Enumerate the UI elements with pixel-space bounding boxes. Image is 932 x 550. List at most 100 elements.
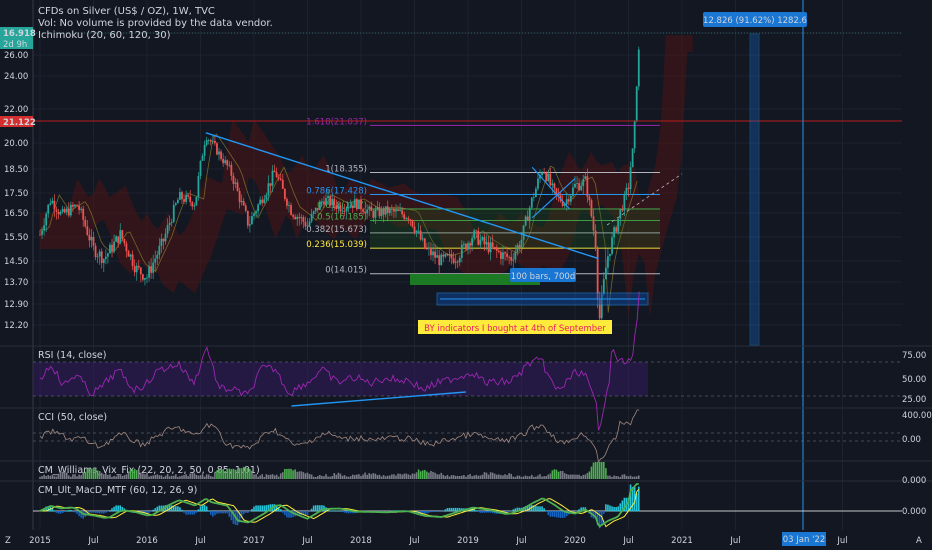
vix-bar: [584, 474, 587, 479]
macd-hist-bar: [170, 505, 173, 512]
macd-hist-bar: [240, 511, 243, 519]
vix-bar: [386, 475, 389, 479]
vix-bar: [203, 476, 206, 479]
candle-body: [541, 172, 543, 176]
candle-body: [316, 207, 319, 210]
candle-body: [619, 209, 622, 219]
vix-bar: [621, 474, 624, 479]
candle-body: [59, 211, 62, 215]
vix-bar: [325, 474, 327, 479]
vix-bar: [140, 472, 142, 479]
macd-hist-bar: [613, 506, 615, 512]
candle-body: [144, 278, 146, 280]
candle-body: [382, 208, 385, 215]
macd-hist-bar: [236, 511, 239, 526]
macd-hist-bar: [197, 509, 200, 512]
vix-bar: [226, 468, 229, 479]
macd-hist-bar: [282, 511, 284, 513]
vix-bar: [518, 475, 521, 479]
macd-hist-bar: [183, 511, 185, 513]
vix-bar: [440, 472, 443, 479]
vix-bar: [242, 466, 245, 479]
macd-hist-bar: [158, 505, 161, 512]
candle-body: [520, 239, 523, 248]
macd-hist-bar: [543, 508, 545, 512]
candle-body: [481, 237, 484, 240]
macd-hist-bar: [261, 505, 264, 512]
drawings[interactable]: 100 bars, 700d BY indicators I bought at …: [33, 0, 902, 530]
macd-hist-bar: [448, 507, 451, 512]
vix-bar: [121, 475, 124, 479]
candle-body: [399, 210, 401, 211]
flag-line: [531, 166, 571, 210]
vix-bar: [222, 469, 224, 479]
macd-hist-bar: [533, 505, 535, 512]
macd-hist-bar: [329, 510, 331, 512]
vix-bar: [197, 475, 200, 479]
vix-bar: [504, 474, 506, 479]
candle-body: [456, 261, 459, 263]
macd-hist-bar: [288, 511, 290, 518]
vix-bar: [306, 472, 309, 479]
cloud-area: [40, 35, 693, 318]
macd-hist-bar: [438, 511, 440, 512]
macd-hist-bar: [201, 504, 204, 512]
candle-body: [358, 199, 360, 210]
y-tick-label: 22.00: [4, 105, 28, 115]
candle-body: [372, 210, 375, 218]
candle-body: [236, 182, 239, 191]
candle-body: [462, 243, 465, 245]
candle-body: [629, 167, 632, 190]
macd-hist-bar: [594, 511, 597, 519]
candle-body: [304, 221, 307, 227]
macd-hist-bar: [440, 511, 443, 512]
vix-bar: [592, 462, 595, 479]
candle-body: [154, 258, 157, 263]
candle-body: [370, 206, 373, 211]
candle-body: [339, 205, 342, 212]
macd-hist-bar: [286, 511, 288, 518]
candle-body: [191, 202, 194, 207]
vix-bar: [321, 475, 323, 479]
macd-hist-bar: [335, 510, 338, 512]
macd-hist-bar: [273, 504, 276, 512]
vix-bar: [510, 473, 513, 479]
candle-body: [312, 211, 315, 214]
candle-body: [576, 183, 578, 184]
vix-bar: [493, 473, 496, 479]
vix-bar: [417, 469, 420, 479]
candle-body: [139, 267, 142, 275]
candle-body: [113, 241, 115, 252]
candle-body: [292, 214, 294, 217]
candle-body: [393, 209, 395, 212]
fib-level-label: 0.5(16.185): [317, 213, 367, 223]
macd-hist-bar: [423, 511, 426, 514]
candle-body: [94, 245, 97, 258]
macd-hist-bar: [105, 511, 107, 513]
vix-bar: [117, 475, 119, 479]
candle-body: [179, 192, 181, 200]
candle-body: [121, 230, 124, 239]
vix-bar: [477, 475, 480, 479]
x-tick-label: Jul: [515, 536, 526, 546]
vix-bar: [137, 470, 140, 479]
macd-hist-bar: [111, 508, 113, 512]
candle-body: [220, 151, 222, 159]
macd-hist-bar: [331, 510, 333, 512]
macd-hist-bar: [238, 511, 241, 523]
vix-bar: [131, 469, 134, 479]
vix-bar: [298, 471, 301, 479]
candle-body: [578, 183, 581, 191]
macd-hist-bar: [187, 511, 189, 515]
candle-body: [259, 199, 262, 205]
candle-body: [586, 176, 589, 197]
ichimoku-label[interactable]: Ichimoku (20, 60, 120, 30): [38, 30, 171, 41]
vix-bar: [600, 462, 603, 479]
candle-body: [555, 188, 558, 194]
vix-bar: [86, 468, 89, 479]
candle-body: [47, 204, 50, 214]
candle-body: [423, 238, 426, 249]
vix-bar: [401, 474, 403, 479]
candle-body: [222, 158, 225, 164]
